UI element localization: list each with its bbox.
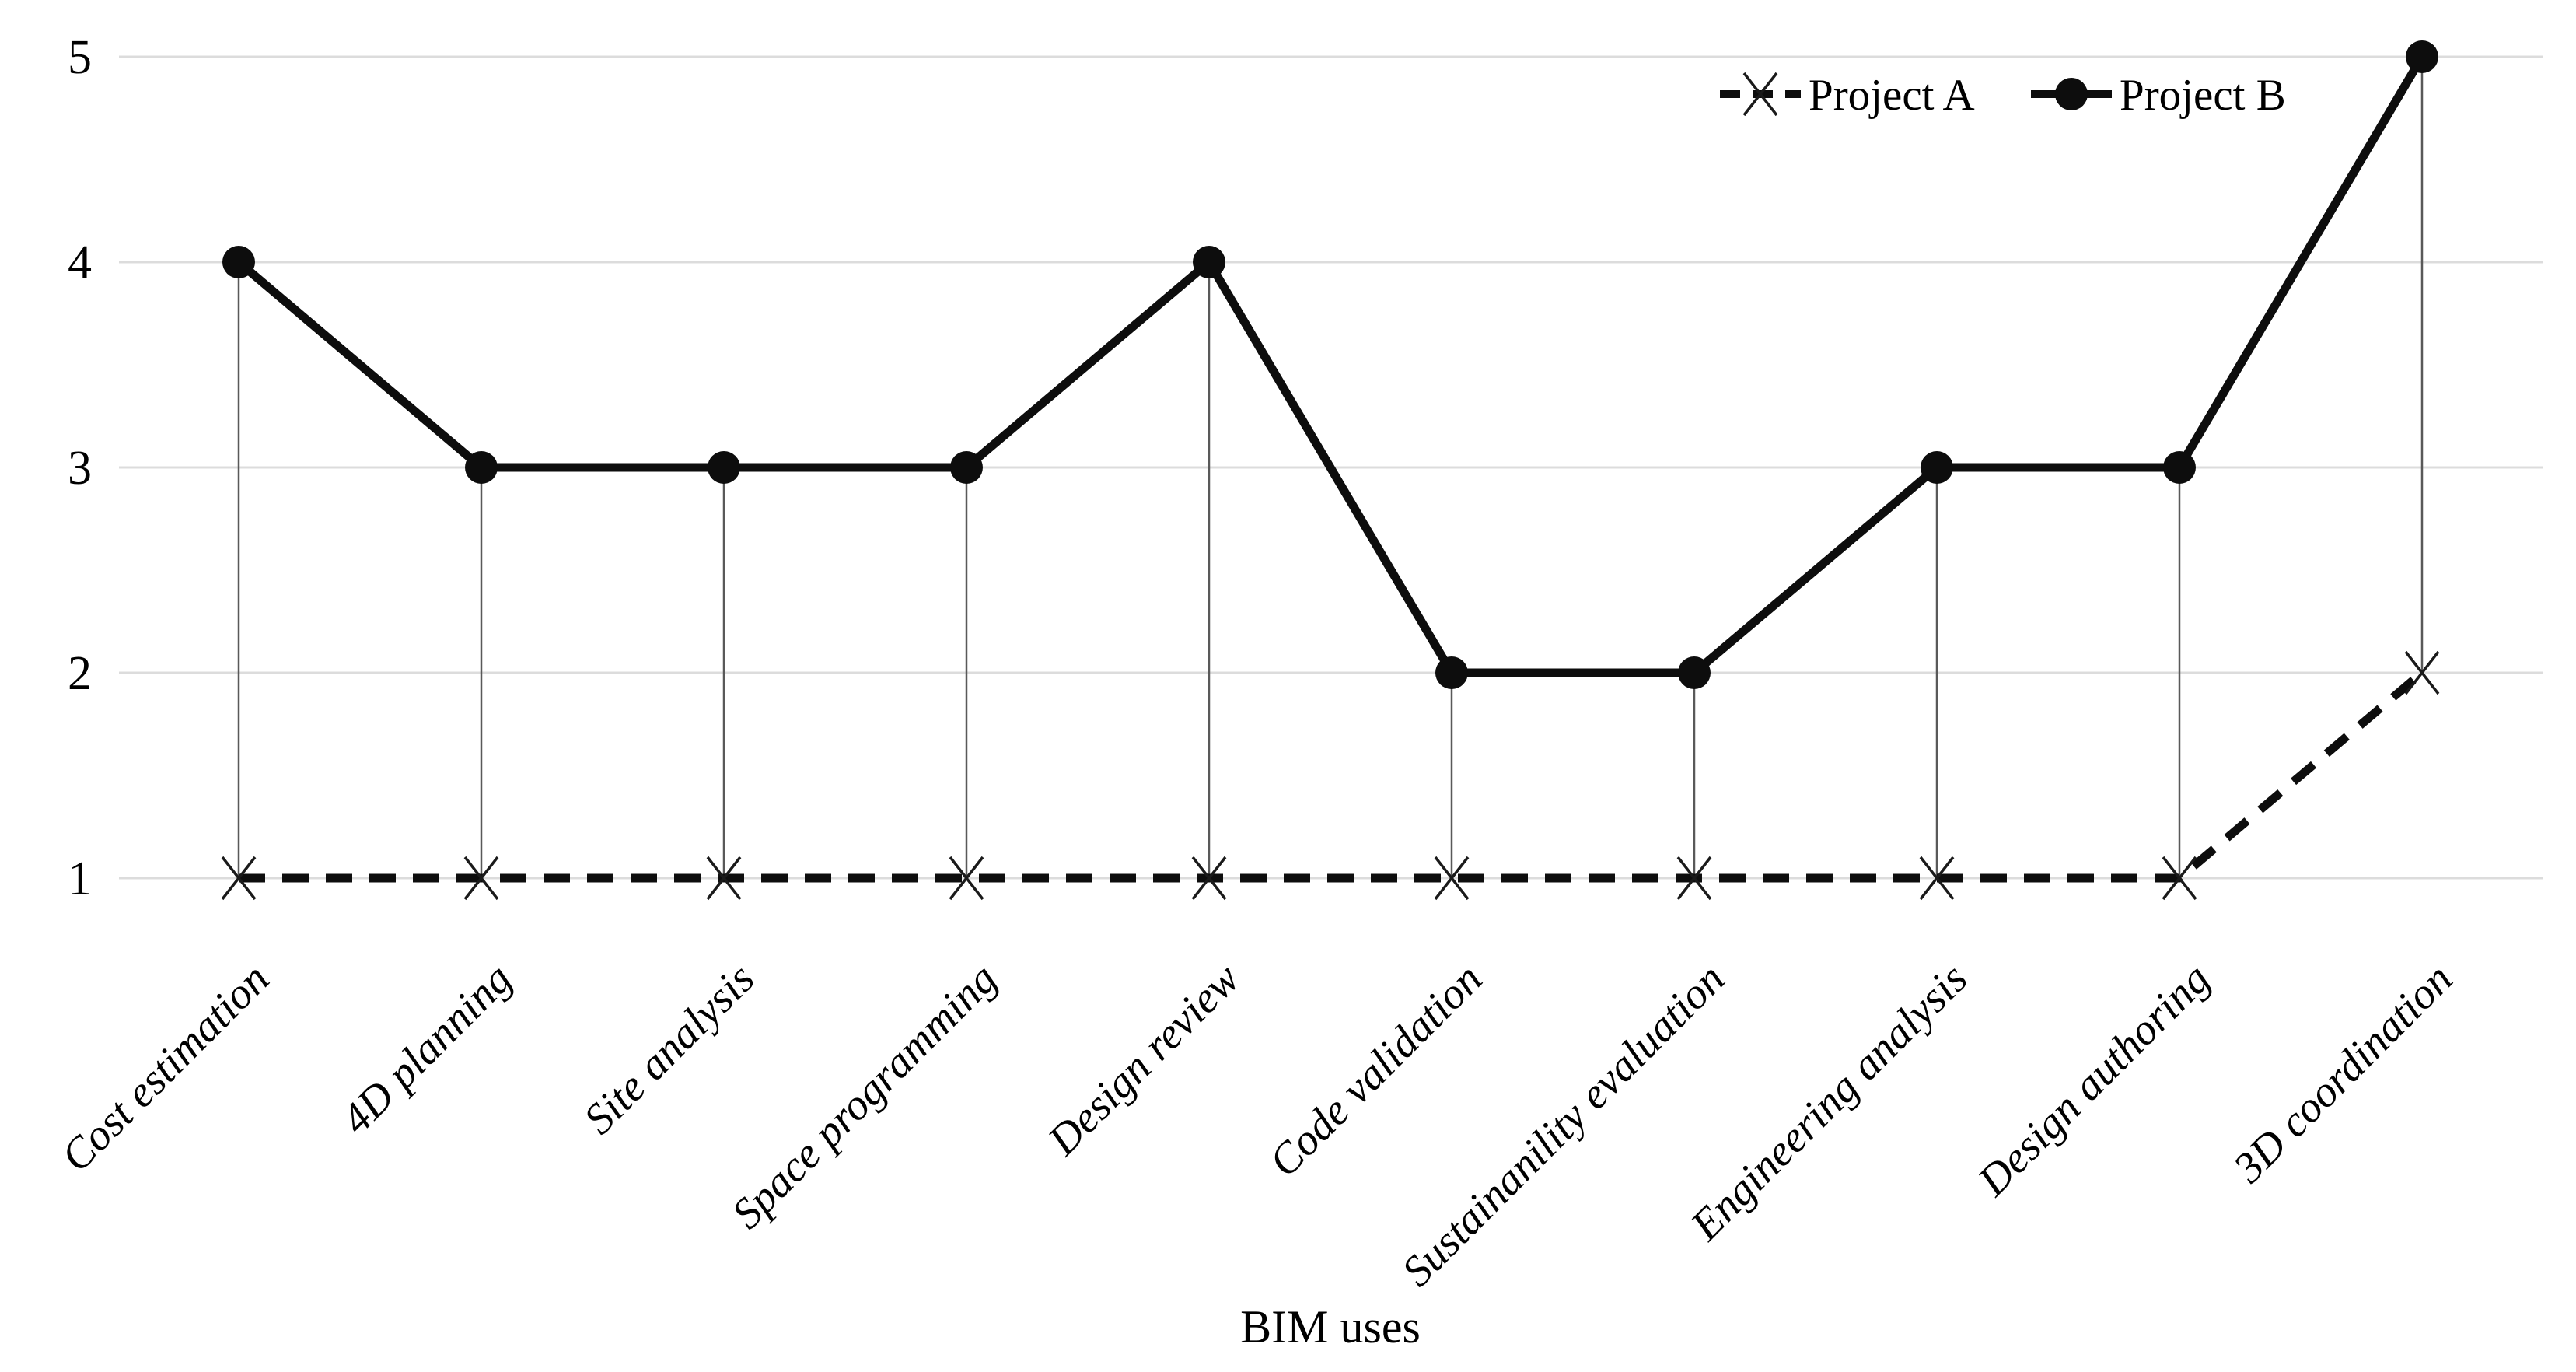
marker-x xyxy=(1742,72,1778,117)
x-category-label: Cost estimation xyxy=(52,954,278,1181)
marker-circle xyxy=(222,246,255,278)
marker-x xyxy=(1434,856,1470,901)
x-category-label: Engineering analysis xyxy=(1681,954,1977,1250)
series-line-project-b xyxy=(236,54,2426,677)
legend-label-project-b: Project B xyxy=(2120,71,2286,120)
marker-x xyxy=(2404,650,2440,695)
legend: Project A Project B xyxy=(1720,71,2286,120)
marker-x xyxy=(1919,856,1955,901)
y-axis-tick-labels: 1 2 3 4 5 xyxy=(68,31,92,905)
marker-circle xyxy=(1678,656,1711,689)
y-tick-label: 3 xyxy=(68,442,92,495)
series-markers xyxy=(221,40,2440,901)
marker-x xyxy=(221,856,257,901)
marker-circle xyxy=(1921,451,1953,484)
x-axis-category-labels: Cost estimation 4D planning Site analysisS… xyxy=(52,954,2462,1296)
x-category-label: 3D coordination xyxy=(2224,954,2462,1192)
marker-x xyxy=(463,856,499,901)
x-category-label: Site analysis xyxy=(575,954,764,1143)
marker-circle xyxy=(1193,246,1225,278)
marker-x xyxy=(2162,856,2197,901)
x-category-label: Design authoring xyxy=(1968,954,2219,1206)
legend-label-project-a: Project A xyxy=(1809,71,1975,120)
x-category-label: Code validation xyxy=(1260,954,1491,1186)
series-lines xyxy=(236,54,2426,883)
marker-circle xyxy=(708,451,740,484)
y-tick-label: 2 xyxy=(68,647,92,700)
x-category-label: Design review xyxy=(1038,954,1249,1165)
marker-x xyxy=(1191,856,1227,901)
marker-x xyxy=(1676,856,1712,901)
marker-circle xyxy=(2163,451,2196,484)
series-line-project-a xyxy=(239,669,2425,883)
x-category-label: 4D planning xyxy=(332,954,521,1143)
marker-x xyxy=(949,856,984,901)
marker-circle xyxy=(2406,40,2438,73)
marker-x xyxy=(706,856,742,901)
x-axis-title: BIM uses xyxy=(1240,1301,1421,1353)
y-tick-label: 4 xyxy=(68,236,92,289)
marker-circle xyxy=(950,451,983,484)
marker-circle xyxy=(2055,78,2088,110)
y-tick-label: 1 xyxy=(68,852,92,905)
marker-circle xyxy=(465,451,498,484)
drop-lines xyxy=(237,57,2424,878)
marker-circle xyxy=(1435,656,1468,689)
y-tick-label: 5 xyxy=(68,31,92,84)
x-category-label: Space programming xyxy=(723,954,1007,1238)
